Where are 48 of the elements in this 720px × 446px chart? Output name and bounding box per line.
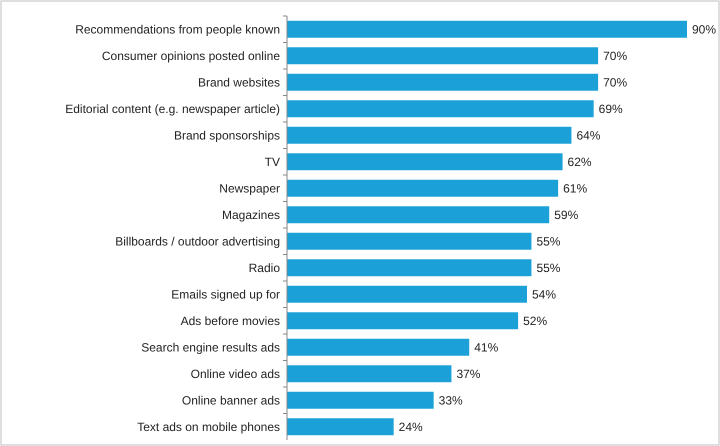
data-label: 61% [563,181,588,196]
y-tick-label: Brand websites [198,75,280,90]
y-tick-label: Newspaper [219,181,280,196]
y-tick-label: Billboards / outdoor advertising [115,234,280,248]
bar [287,74,598,91]
data-label: 33% [438,393,464,408]
data-label: 90% [692,22,716,36]
data-label: 70% [603,48,628,63]
bar [287,126,572,144]
bar [287,153,563,170]
y-tick-label: TV [264,154,280,169]
data-label: 59% [554,208,579,222]
y-tick-label: Radio [248,260,280,275]
data-label: 55% [536,234,561,248]
bar [287,365,452,382]
bar [287,206,550,224]
bar [287,180,558,197]
y-tick-label: Search engine results ads [141,340,280,354]
data-label: 70% [603,75,628,90]
y-tick-label: Consumer opinions posted online [102,48,280,63]
bar [287,418,394,436]
y-tick-label: Editorial content (e.g. newspaper article) [65,102,280,116]
data-label: 54% [532,287,556,302]
data-label: 52% [523,314,548,328]
y-tick-label: Online banner ads [182,393,280,408]
data-label: 41% [474,340,499,354]
y-tick-label: Online video ads [190,366,280,381]
data-label: 69% [598,102,624,116]
y-tick-label: Recommendations from people known [75,22,280,36]
data-label: 64% [576,128,601,142]
bar [287,100,594,118]
bar [287,338,470,356]
data-label: 37% [456,366,481,381]
y-tick-label: Brand sponsorships [174,128,280,142]
bar [287,47,598,64]
bar [287,286,527,303]
y-tick-label: Magazines [222,208,280,222]
data-label: 24% [398,420,424,434]
y-tick-label: Text ads on mobile phones [137,420,280,434]
bar [287,392,434,409]
y-tick-label: Emails signed up for [171,287,280,302]
bar [287,259,532,276]
data-label: 62% [568,154,592,169]
bar [287,20,687,38]
data-label: 55% [536,260,561,275]
bar [287,312,518,330]
bar [287,232,532,250]
y-tick-label: Ads before movies [180,314,280,328]
